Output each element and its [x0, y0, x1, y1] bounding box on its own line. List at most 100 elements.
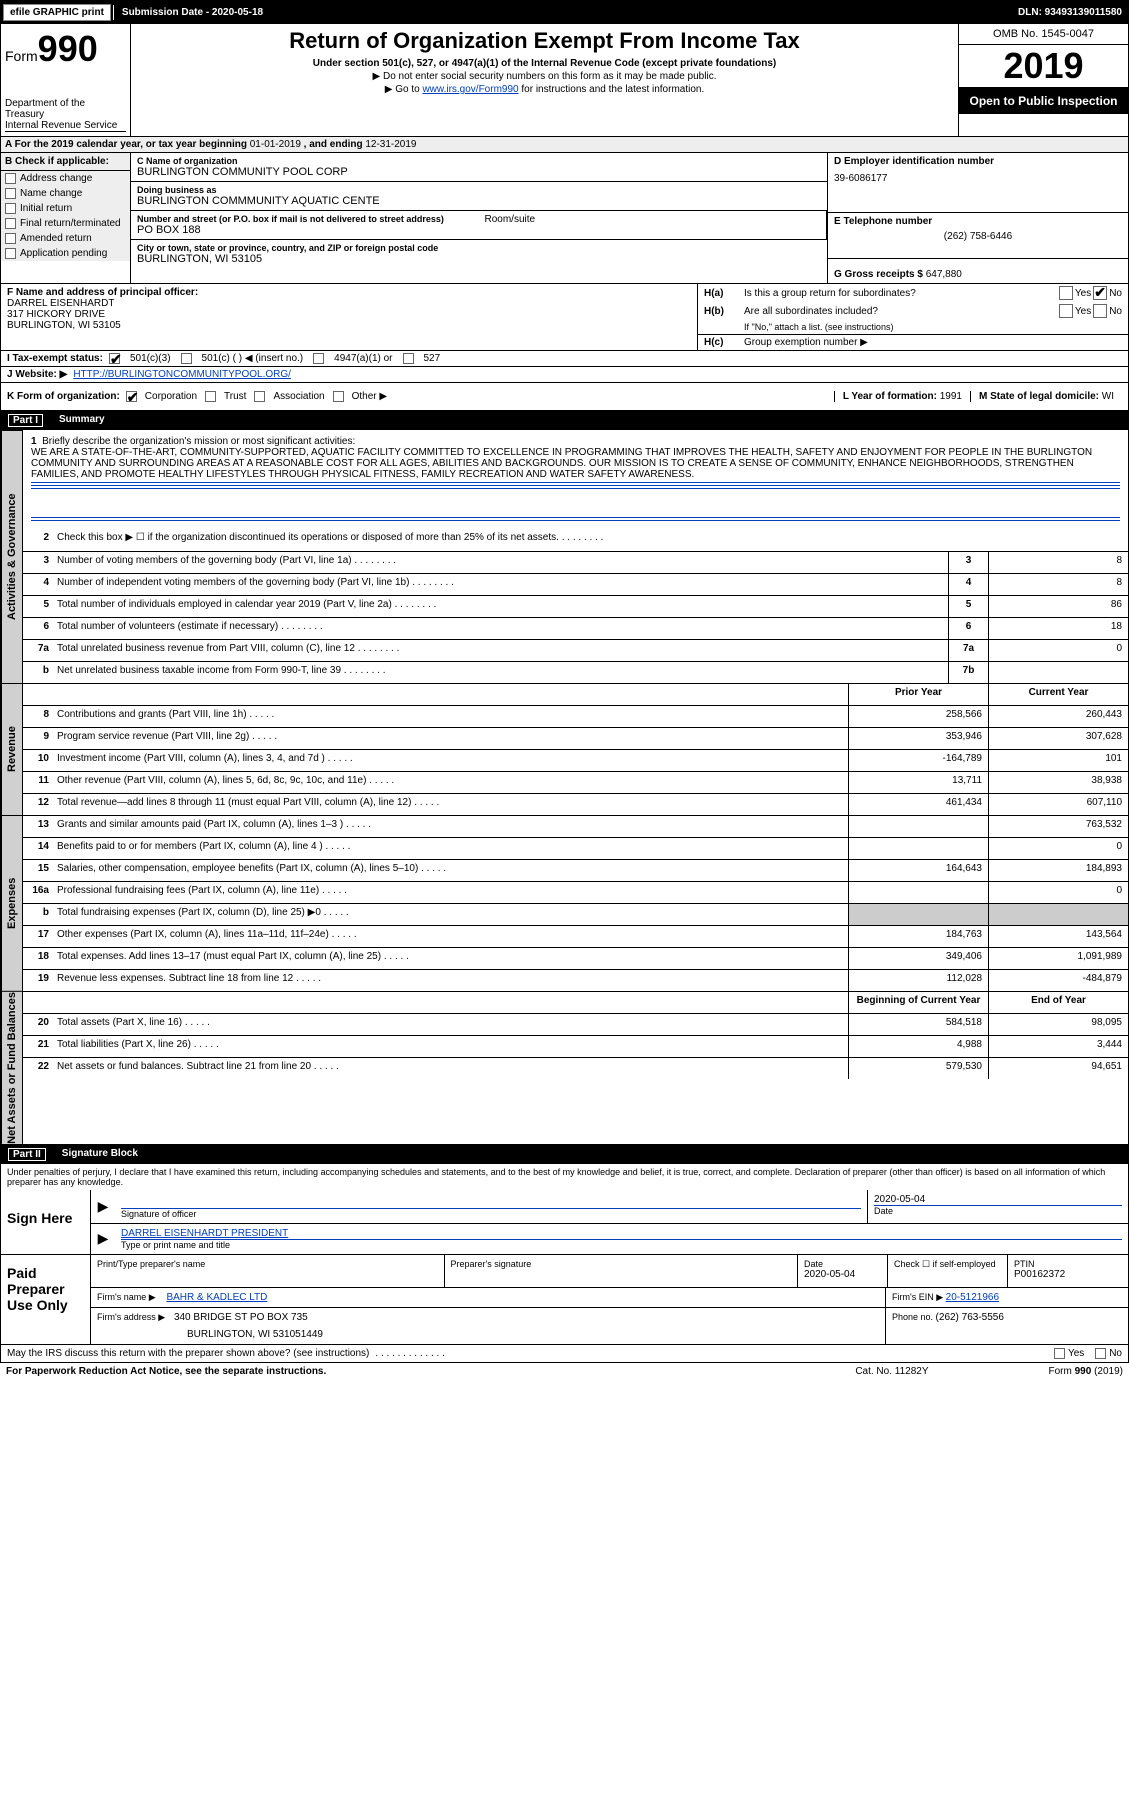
- checkbox-icon: [5, 233, 16, 244]
- summary-row: 18 Total expenses. Add lines 13–17 (must…: [23, 947, 1128, 969]
- form990-link[interactable]: www.irs.gov/Form990: [422, 84, 518, 95]
- hb-no-checkbox[interactable]: [1093, 304, 1107, 318]
- submission-date: Submission Date - 2020-05-18: [113, 5, 271, 20]
- gross-label: G Gross receipts $: [834, 269, 926, 280]
- year-formation-label: L Year of formation:: [843, 391, 940, 402]
- row-prior: [848, 904, 988, 925]
- row-value: [988, 662, 1128, 683]
- row-current: 38,938: [988, 772, 1128, 793]
- tax-year: 2019: [959, 45, 1128, 88]
- year-formation: 1991: [940, 391, 962, 402]
- row-current: 98,095: [988, 1014, 1128, 1035]
- row-box: 4: [948, 574, 988, 595]
- firm-phone: (262) 763-5556: [936, 1312, 1004, 1323]
- website-link[interactable]: HTTP://BURLINGTONCOMMUNITYPOOL.ORG/: [73, 369, 291, 380]
- check-amended-return[interactable]: Amended return: [1, 231, 130, 246]
- summary-row: 15 Salaries, other compensation, employe…: [23, 859, 1128, 881]
- row-num: 8: [23, 706, 53, 727]
- opt-4947: 4947(a)(1) or: [334, 353, 392, 364]
- preparer-sig-label: Preparer's signature: [451, 1259, 792, 1269]
- summary-row: 19 Revenue less expenses. Subtract line …: [23, 969, 1128, 991]
- row-prior: 461,434: [848, 794, 988, 815]
- vtab-expenses: Expenses: [1, 815, 23, 991]
- row-text: Number of independent voting members of …: [53, 574, 948, 595]
- check-initial-return[interactable]: Initial return: [1, 201, 130, 216]
- line-a-begin: 01-01-2019: [250, 139, 301, 150]
- row-text: Benefits paid to or for members (Part IX…: [53, 838, 848, 859]
- row-prior: 184,763: [848, 926, 988, 947]
- row-current: 101: [988, 750, 1128, 771]
- checkbox-icon: [5, 203, 16, 214]
- check-name-change[interactable]: Name change: [1, 186, 130, 201]
- vtab-net-assets: Net Assets or Fund Balances: [1, 991, 23, 1144]
- room-label: Room/suite: [485, 214, 821, 225]
- tax-status-4947-checkbox[interactable]: [313, 353, 324, 364]
- col-current-year: Current Year: [988, 684, 1128, 705]
- part-1-header: Part I Summary: [0, 411, 1129, 430]
- check-address-change[interactable]: Address change: [1, 171, 130, 186]
- check-final-return[interactable]: Final return/terminated: [1, 216, 130, 231]
- row-text: Total expenses. Add lines 13–17 (must eq…: [53, 948, 848, 969]
- row-num: b: [23, 904, 53, 925]
- ha-yes-checkbox[interactable]: [1059, 286, 1073, 300]
- officer-name-title[interactable]: DARREL EISENHARDT PRESIDENT: [121, 1228, 288, 1239]
- opt-501c3: 501(c)(3): [130, 353, 171, 364]
- row-num: 18: [23, 948, 53, 969]
- form-other-checkbox[interactable]: [333, 391, 344, 402]
- discuss-row: May the IRS discuss this return with the…: [0, 1345, 1129, 1363]
- check-application-pending[interactable]: Application pending: [1, 246, 130, 261]
- summary-row: 10 Investment income (Part VIII, column …: [23, 749, 1128, 771]
- efile-graphic-print-button[interactable]: efile GRAPHIC print: [3, 4, 111, 21]
- row-prior: 4,988: [848, 1036, 988, 1057]
- sig-date-label: Date: [874, 1205, 1122, 1216]
- summary-row: 13 Grants and similar amounts paid (Part…: [23, 815, 1128, 837]
- form-note-2-prefix: ▶ Go to: [385, 84, 423, 95]
- preparer-date-label: Date: [804, 1259, 881, 1269]
- opt-assoc: Association: [273, 391, 324, 402]
- self-employed-check[interactable]: Check ☐ if self-employed: [888, 1255, 1008, 1287]
- tax-status-501c-checkbox[interactable]: [181, 353, 192, 364]
- row-text: Total fundraising expenses (Part IX, col…: [53, 904, 848, 925]
- opt-527: 527: [424, 353, 441, 364]
- ptin-value: P00162372: [1014, 1269, 1122, 1280]
- officer-addr2: BURLINGTON, WI 53105: [7, 320, 691, 331]
- row-current: 607,110: [988, 794, 1128, 815]
- row-prior: 13,711: [848, 772, 988, 793]
- row-num: 3: [23, 552, 53, 573]
- hb-yes-checkbox[interactable]: [1059, 304, 1073, 318]
- checkbox-icon: [5, 218, 16, 229]
- form-trust-checkbox[interactable]: [205, 391, 216, 402]
- form-association-checkbox[interactable]: [254, 391, 265, 402]
- summary-row: 14 Benefits paid to or for members (Part…: [23, 837, 1128, 859]
- row-box: 5: [948, 596, 988, 617]
- org-name: BURLINGTON COMMUNITY POOL CORP: [137, 166, 821, 178]
- discuss-yes-checkbox[interactable]: [1054, 1348, 1065, 1359]
- col-prior-year: Prior Year: [848, 684, 988, 705]
- discuss-no-checkbox[interactable]: [1095, 1348, 1106, 1359]
- hc-text: Group exemption number ▶: [744, 337, 868, 348]
- row-prior: 353,946: [848, 728, 988, 749]
- omb-number: OMB No. 1545-0047: [959, 24, 1128, 45]
- phone-label: E Telephone number: [834, 216, 1122, 227]
- summary-row: 5 Total number of individuals employed i…: [23, 595, 1128, 617]
- ha-no-checkbox[interactable]: [1093, 286, 1107, 300]
- sig-date: 2020-05-04: [874, 1194, 1122, 1205]
- row-num: 21: [23, 1036, 53, 1057]
- vtab-revenue: Revenue: [1, 683, 23, 815]
- line-i: I Tax-exempt status: 501(c)(3) 501(c) ( …: [0, 351, 1129, 367]
- checkbox-icon: [5, 248, 16, 259]
- print-name-label: Print/Type preparer's name: [97, 1259, 438, 1269]
- checkbox-icon: [5, 188, 16, 199]
- preparer-label: Preparer: [7, 1281, 84, 1297]
- form-corporation-checkbox[interactable]: [126, 391, 137, 402]
- firm-name[interactable]: BAHR & KADLEC LTD: [166, 1292, 267, 1303]
- hb-note: If "No," attach a list. (see instruction…: [698, 320, 1128, 334]
- row-num: 20: [23, 1014, 53, 1035]
- tax-status-527-checkbox[interactable]: [403, 353, 414, 364]
- row-text: Net unrelated business taxable income fr…: [53, 662, 948, 683]
- tax-status-501c3-checkbox[interactable]: [109, 353, 120, 364]
- yes-label: Yes: [1075, 306, 1091, 317]
- firm-addr1: 340 BRIDGE ST PO BOX 735: [174, 1312, 308, 1323]
- summary-row: 3 Number of voting members of the govern…: [23, 551, 1128, 573]
- firm-ein[interactable]: 20-5121966: [946, 1292, 999, 1303]
